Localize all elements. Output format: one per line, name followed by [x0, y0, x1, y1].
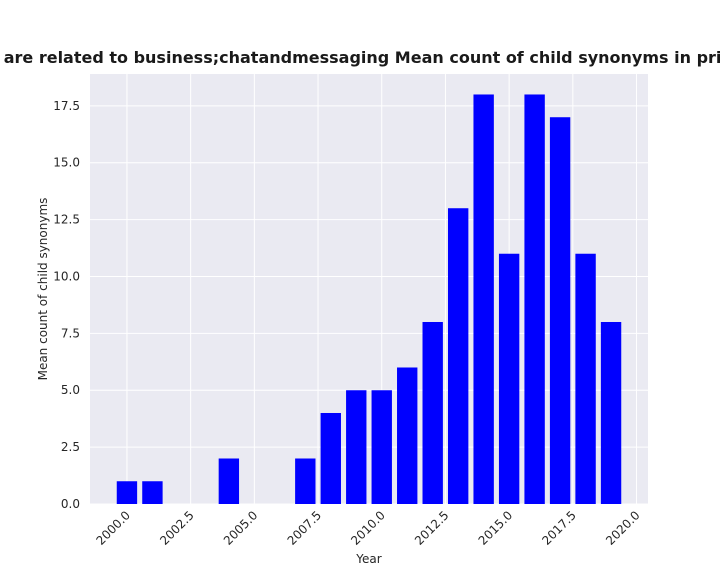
bar [549, 117, 571, 505]
bar [320, 412, 341, 504]
chart-title: gories are related to business;chatandme… [0, 48, 720, 67]
bar [371, 390, 392, 504]
y-tick-label: 15.0 [53, 156, 80, 170]
y-tick-label: 17.5 [53, 99, 80, 113]
bar [116, 481, 138, 504]
y-tick-label: 12.5 [53, 213, 80, 227]
bar [498, 253, 520, 504]
bar [142, 481, 163, 504]
x-tick-label: 2015.0 [476, 508, 516, 548]
x-axis-ticks: 2000.0 2002.5 2005.0 2007.5 2010.0 2012.5 2015… [93, 508, 642, 548]
y-axis-ticks: 0.0 2.5 5.0 7.5 10.0 12.5 15.0 17.5 [53, 99, 80, 511]
x-tick-label: 2002.5 [157, 508, 197, 548]
bar [447, 208, 469, 505]
bar [397, 367, 418, 504]
x-axis-label: Year [355, 552, 381, 566]
bar [422, 321, 443, 504]
x-tick-label: 2007.5 [285, 508, 325, 548]
bar [346, 390, 367, 504]
x-tick-label: 2012.5 [412, 508, 452, 548]
x-tick-label: 2020.0 [603, 508, 643, 548]
y-tick-label: 0.0 [61, 497, 80, 511]
bar [218, 458, 240, 504]
bar [524, 94, 545, 504]
bar [575, 253, 596, 504]
bars [116, 94, 622, 505]
y-tick-label: 2.5 [61, 440, 80, 454]
bar [600, 321, 622, 504]
x-tick-label: 2017.5 [539, 508, 579, 548]
y-tick-label: 7.5 [61, 326, 80, 340]
x-tick-label: 2010.0 [348, 508, 388, 548]
y-tick-label: 10.0 [53, 269, 80, 283]
bar [473, 94, 494, 504]
x-tick-label: 2005.0 [221, 508, 261, 548]
bar [295, 458, 316, 504]
y-axis-label: Mean count of child synonyms [36, 198, 50, 381]
y-tick-label: 5.0 [61, 383, 80, 397]
x-tick-label: 2000.0 [93, 508, 133, 548]
